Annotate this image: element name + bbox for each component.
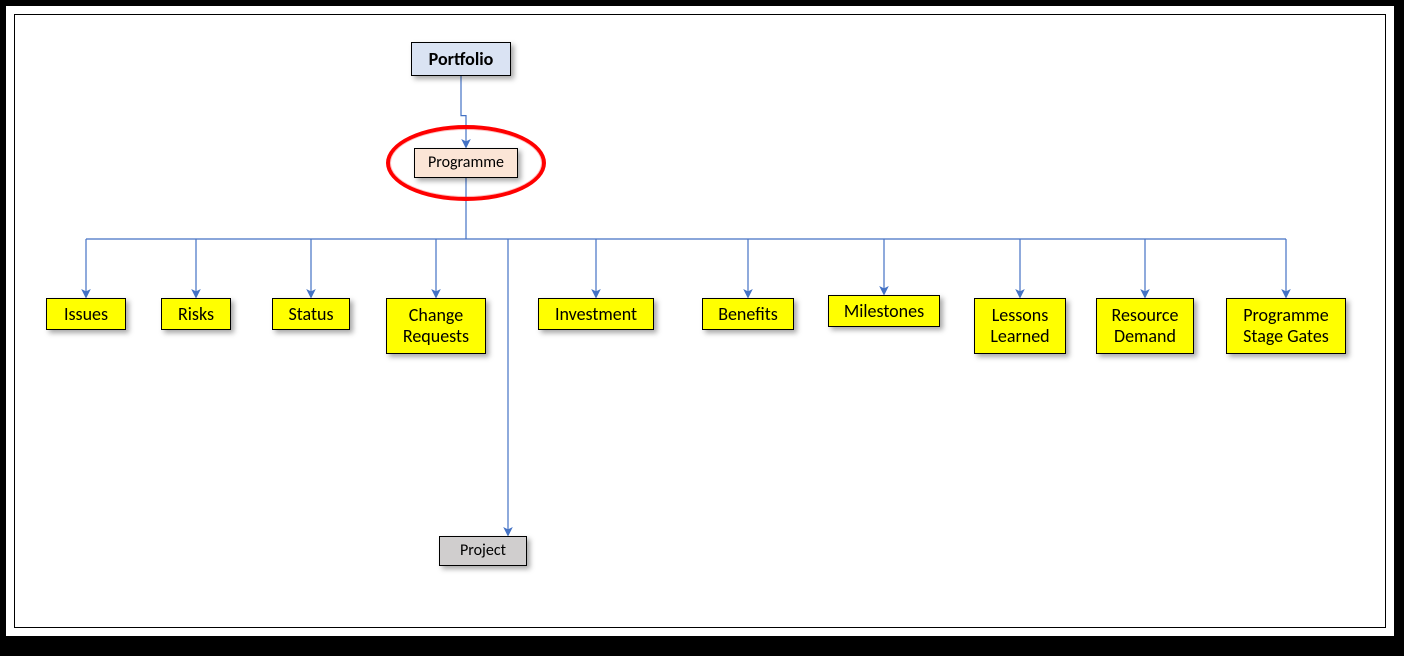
node-programme: Programme xyxy=(414,148,518,178)
node-label: Programme Stage Gates xyxy=(1243,305,1329,346)
node-investment: Investment xyxy=(538,298,654,330)
node-status: Status xyxy=(272,298,350,330)
node-label: Project xyxy=(460,542,506,560)
node-label: Lessons Learned xyxy=(990,305,1049,346)
node-project: Project xyxy=(439,536,527,566)
node-label: Risks xyxy=(178,304,214,325)
node-change-requests: Change Requests xyxy=(386,298,486,354)
node-label: Status xyxy=(288,304,333,325)
node-benefits: Benefits xyxy=(702,298,794,330)
node-label: Milestones xyxy=(844,301,924,322)
diagram-canvas: Portfolio Programme Project Issues Risks… xyxy=(6,6,1394,636)
node-issues: Issues xyxy=(46,298,126,330)
node-label: Issues xyxy=(64,304,108,325)
node-portfolio: Portfolio xyxy=(411,42,511,76)
node-label: Programme xyxy=(428,154,504,172)
node-risks: Risks xyxy=(161,298,231,330)
node-milestones: Milestones xyxy=(828,295,940,327)
node-label: Benefits xyxy=(718,304,778,325)
node-label: Portfolio xyxy=(429,49,494,70)
node-programme-stage-gates: Programme Stage Gates xyxy=(1226,298,1346,354)
node-lessons-learned: Lessons Learned xyxy=(974,298,1066,354)
node-label: Resource Demand xyxy=(1112,305,1179,346)
node-resource-demand: Resource Demand xyxy=(1096,298,1194,354)
node-label: Investment xyxy=(555,304,637,325)
node-label: Change Requests xyxy=(403,305,469,346)
